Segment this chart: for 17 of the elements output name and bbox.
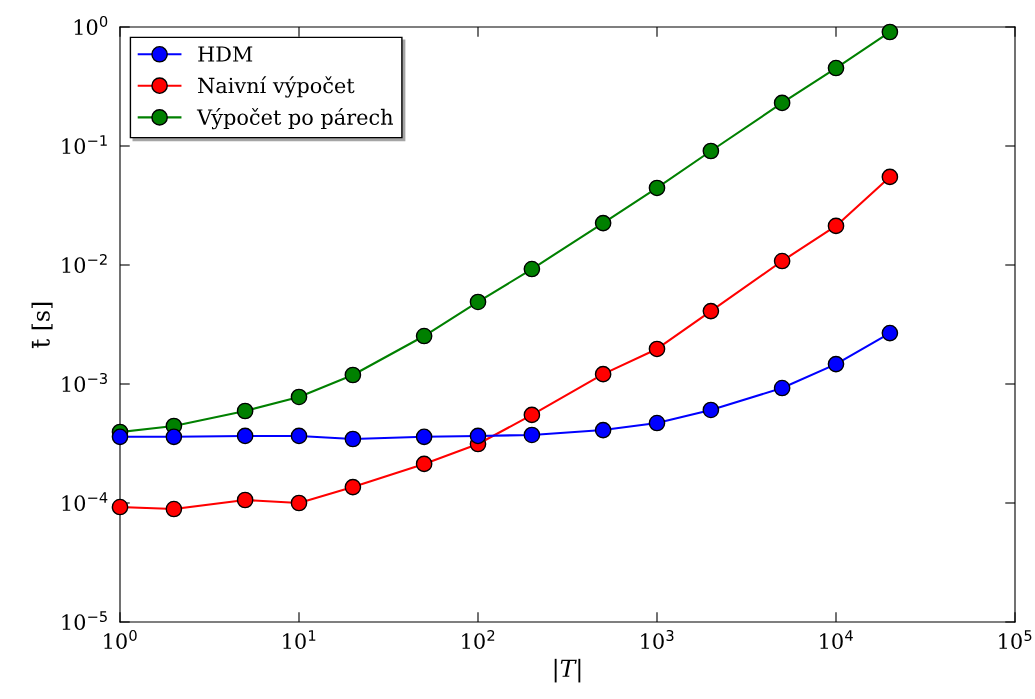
y-tick-label: 10$^{−2}$: [62, 253, 107, 274]
x-tick-label: 10$^{4}$: [820, 630, 853, 650]
x-tick-label: 10$^{0}$: [104, 629, 137, 650]
legend-label: HDM: [198, 46, 253, 62]
legend-label: Výpočet po párech: [196, 108, 393, 130]
y-tick-label: 10$^{−4}$: [62, 492, 108, 512]
x-tick-label: 10$^{2}$: [462, 629, 495, 650]
y-tick-label: 10$^{−3}$: [62, 372, 107, 393]
y-tick-label: 10$^{−5}$: [62, 611, 107, 631]
x-tick-label: 10$^{5}$: [999, 630, 1032, 650]
x-axis-title: |T|: [554, 658, 581, 683]
y-tick-label: 10$^{0}$: [74, 15, 108, 36]
legend-label: Naivní výpočet: [198, 76, 355, 98]
x-tick-label: 10$^{3}$: [641, 629, 674, 650]
y-tick-label: 10$^{−1}$: [62, 135, 107, 155]
x-tick-label: 10$^{1}$: [283, 630, 316, 650]
y-axis-title: t̄ [s]: [31, 302, 53, 349]
